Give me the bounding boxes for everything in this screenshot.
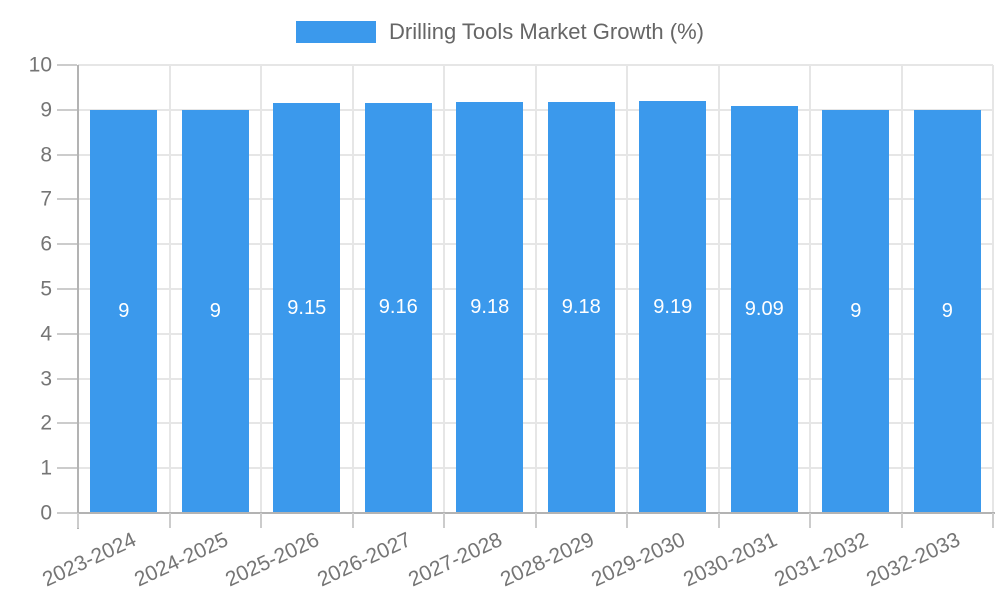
y-axis-label: 0	[40, 501, 52, 525]
v-gridline	[534, 65, 537, 513]
x-axis-label: 2023-2024	[39, 528, 141, 592]
legend-item[interactable]: Drilling Tools Market Growth (%)	[0, 18, 1000, 46]
x-tick	[809, 513, 811, 528]
legend-swatch-icon	[295, 21, 376, 43]
x-tick	[900, 513, 903, 528]
y-tick	[57, 288, 77, 290]
y-tick	[57, 108, 77, 111]
y-tick	[57, 332, 77, 335]
v-gridline	[626, 65, 628, 513]
x-axis-label: 2029-2030	[588, 528, 690, 592]
x-tick	[443, 513, 445, 528]
y-tick	[57, 153, 77, 156]
y-tick	[57, 422, 77, 425]
v-gridline	[351, 65, 354, 513]
y-axis-label: 1	[40, 456, 52, 480]
x-axis-line	[57, 512, 995, 514]
x-axis-label: 2027-2028	[405, 528, 507, 592]
bar[interactable]: 9	[90, 109, 158, 513]
bar-value-label: 9.19	[653, 295, 693, 318]
y-tick	[57, 243, 77, 246]
y-axis-label: 4	[40, 322, 52, 346]
y-axis-label: 9	[40, 98, 52, 122]
y-tick	[57, 377, 77, 380]
bar-value-label: 9	[850, 299, 862, 322]
x-tick	[77, 513, 79, 528]
x-tick	[992, 513, 994, 528]
x-tick	[168, 513, 171, 528]
y-tick	[57, 198, 77, 201]
y-axis-label: 2	[40, 411, 52, 435]
x-axis-label: 2028-2029	[496, 528, 598, 592]
x-axis-label: 2025-2026	[222, 528, 324, 592]
bar[interactable]: 9.18	[547, 101, 615, 513]
v-gridline	[443, 65, 445, 513]
v-gridline	[260, 65, 262, 513]
bar[interactable]: 9.09	[730, 105, 798, 513]
x-axis-label: 2026-2027	[313, 528, 415, 592]
y-axis-line	[77, 65, 79, 529]
v-gridline	[809, 65, 811, 513]
plot-area: 9 9 9.15 9.16 9.18 9.18 9.19 9.09 9 9 0 1 2 3 4 5 6 7 8 9 1…	[29, 55, 995, 591]
v-gridline	[168, 65, 171, 513]
x-tick	[717, 513, 720, 528]
bar[interactable]: 9.19	[639, 101, 707, 513]
bar[interactable]: 9	[181, 109, 249, 513]
bar-value-label: 9.09	[744, 297, 784, 320]
bar[interactable]: 9	[913, 109, 981, 513]
y-axis-label: 8	[40, 143, 52, 167]
bar[interactable]: 9.18	[456, 101, 524, 513]
x-tick	[260, 513, 262, 528]
v-gridline	[717, 65, 720, 513]
x-tick	[626, 513, 628, 528]
bar[interactable]: 9.15	[273, 103, 341, 513]
v-gridline	[900, 65, 903, 513]
y-axis-label: 7	[40, 187, 52, 211]
y-axis-label: 10	[28, 53, 52, 77]
y-axis-label: 5	[40, 277, 52, 301]
bar-value-label: 9	[118, 299, 130, 322]
y-tick	[57, 467, 77, 470]
x-axis-label: 2032-2033	[862, 528, 964, 592]
y-tick	[57, 512, 77, 514]
bar-value-label: 9.16	[378, 296, 418, 319]
y-axis-label: 3	[40, 367, 52, 391]
bar-value-label: 9	[941, 299, 953, 322]
bar-value-label: 9.15	[287, 296, 327, 319]
x-axis-label: 2031-2032	[771, 528, 873, 592]
y-tick	[57, 64, 77, 66]
bar[interactable]: 9	[822, 109, 890, 513]
bar-value-label: 9.18	[561, 295, 601, 318]
x-tick	[534, 513, 537, 528]
legend-label: Drilling Tools Market Growth (%)	[388, 19, 704, 44]
x-axis-label: 2024-2025	[130, 528, 232, 592]
bar[interactable]: 9.16	[364, 102, 432, 513]
v-gridline	[992, 65, 994, 513]
y-axis-label: 6	[40, 232, 52, 256]
bar-value-label: 9.18	[470, 295, 510, 318]
bar-value-label: 9	[209, 299, 221, 322]
x-axis-label: 2030-2031	[679, 528, 781, 592]
x-tick	[351, 513, 354, 528]
